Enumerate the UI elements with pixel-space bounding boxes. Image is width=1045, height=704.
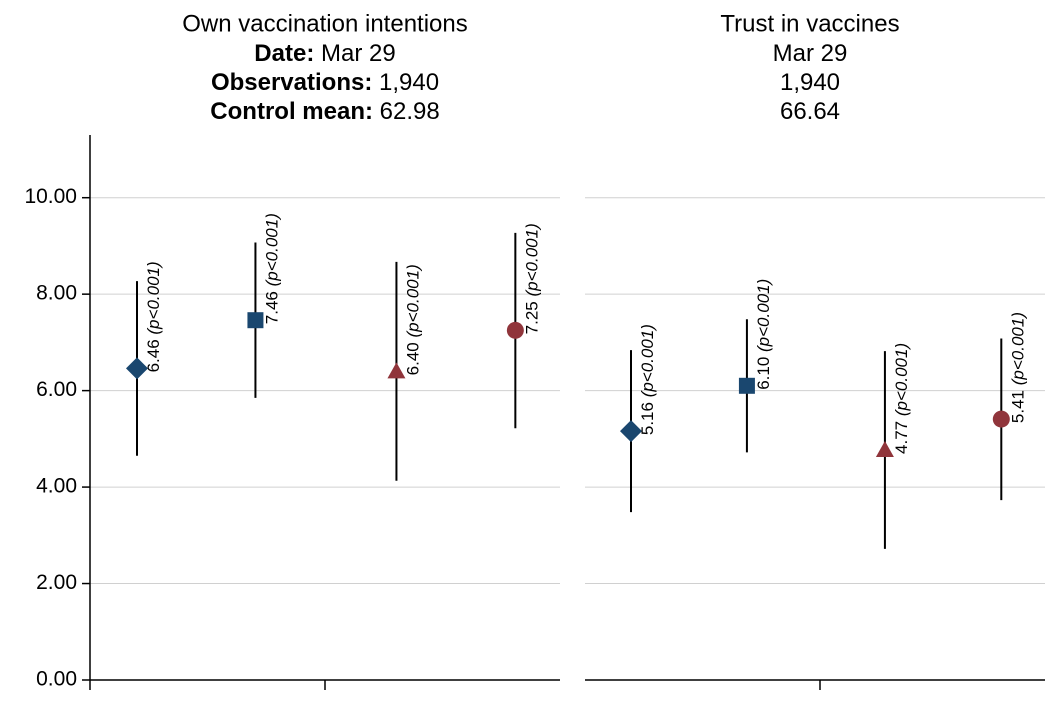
p-label: (p<0.001) [404,264,423,337]
value-label: 7.46 [263,291,282,324]
subtitle-text: 1,940 [780,69,840,96]
data-label: 6.40 (p<0.001) [404,264,423,375]
data-label: 5.41 (p<0.001) [1009,312,1028,423]
value-label: 4.77 [892,421,911,454]
marker [738,377,755,394]
y-tick-label: 6.00 [36,378,77,401]
p-label: (p<0.001) [263,213,282,286]
marker [247,312,264,329]
y-tick-label: 4.00 [36,475,77,498]
p-label: (p<0.001) [1009,312,1028,385]
marker [992,410,1010,428]
marker [126,357,148,380]
subtitle-label: Observations: [211,69,372,96]
y-tick-label: 0.00 [36,668,77,691]
panel-subtitle: Observations: 1,940 [211,69,439,96]
p-label: (p<0.001) [523,223,542,296]
y-tick-label: 8.00 [36,282,77,305]
panel-subtitle: 66.64 [780,98,840,125]
p-label: (p<0.001) [892,343,911,416]
value-label: 6.40 [404,342,423,375]
value-label: 5.41 [1009,390,1028,423]
marker [506,321,524,339]
subtitle-label: Control mean: [210,98,373,125]
marker [875,440,894,457]
subtitle-text: 62.98 [380,98,440,125]
subtitle-label: Date: [254,40,314,67]
panel-subtitle: Mar 29 [773,40,848,67]
panel-subtitle: 1,940 [780,69,840,96]
panel-subtitle: Date: Mar 29 [254,40,395,67]
p-label: (p<0.001) [754,279,773,352]
panel-title: Own vaccination intentions [182,10,468,37]
panel-title: Trust in vaccines [720,10,899,37]
value-label: 6.46 [144,339,163,372]
subtitle-space [372,69,379,96]
subtitle-space [373,98,380,125]
subtitle-text: 66.64 [780,98,840,125]
data-label: 6.10 (p<0.001) [754,279,773,390]
p-label: (p<0.001) [638,324,657,397]
subtitle-text: Mar 29 [321,40,396,67]
data-label: 7.25 (p<0.001) [523,223,542,334]
value-label: 5.16 [638,402,657,435]
marker [387,362,406,379]
data-label: 6.46 (p<0.001) [144,261,163,372]
value-label: 7.25 [523,301,542,334]
y-tick-label: 2.00 [36,571,77,594]
p-label: (p<0.001) [144,261,163,334]
subtitle-text: 1,940 [379,69,439,96]
subtitle-text: Mar 29 [773,40,848,67]
panel-subtitle: Control mean: 62.98 [210,98,439,125]
y-tick-label: 10.00 [24,185,77,208]
data-label: 7.46 (p<0.001) [263,213,282,324]
marker [620,420,642,443]
data-label: 5.16 (p<0.001) [638,324,657,435]
value-label: 6.10 [754,357,773,390]
subtitle-space [314,40,321,67]
data-label: 4.77 (p<0.001) [892,343,911,454]
